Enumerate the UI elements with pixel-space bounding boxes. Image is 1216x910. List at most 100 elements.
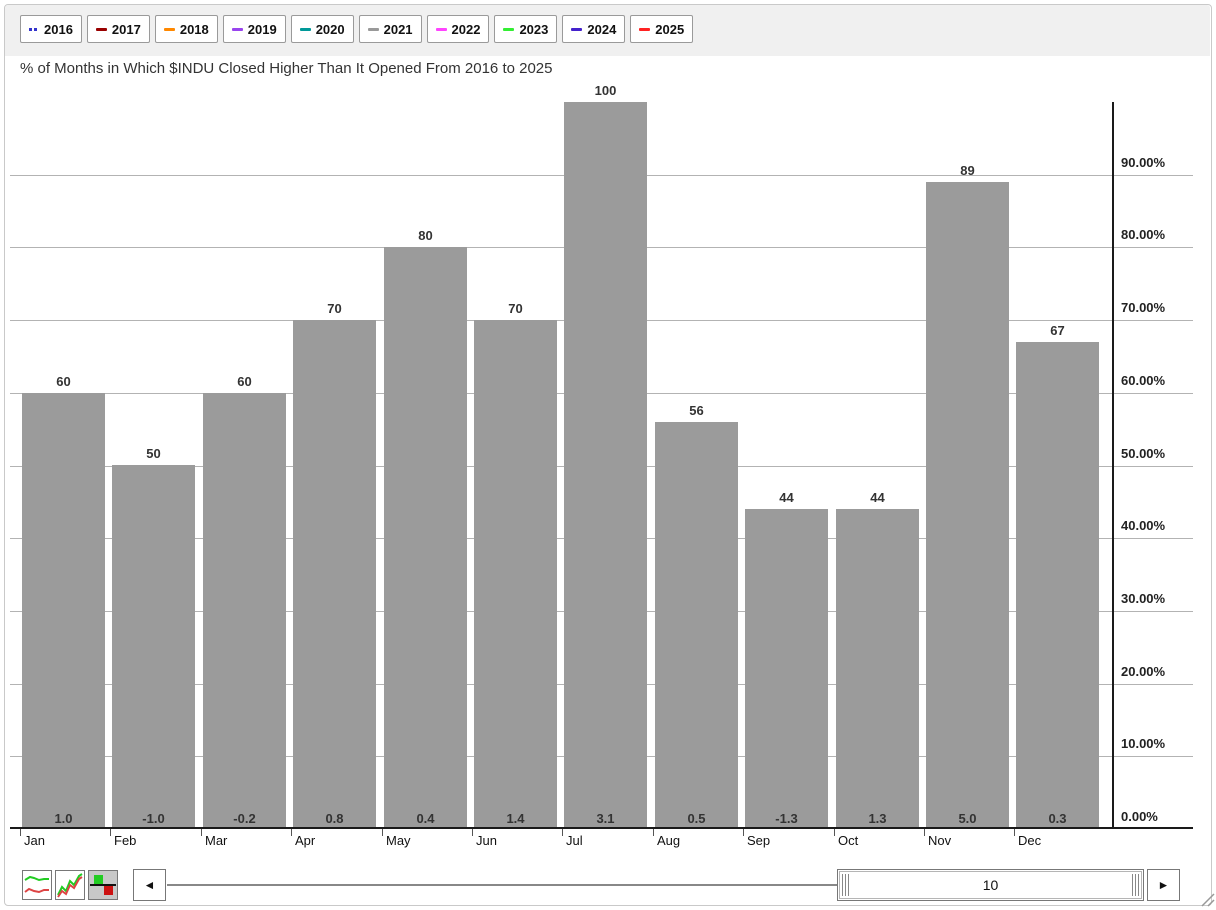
legend: 2016 2017 2018 2019 2020 2021 2022 2023 2024 2025 [20,15,694,43]
legend-year-button[interactable]: 2017 [86,15,150,43]
bar [203,393,286,829]
x-tick-label: May [386,833,411,848]
series-dash-icon [571,27,583,31]
series-style-icon [367,27,379,31]
bar [1016,342,1099,829]
two-lines-chart-button[interactable] [22,870,52,900]
series-style-icon [163,27,175,31]
x-axis-tick [291,829,292,836]
bar-change-label: 5.0 [958,811,977,826]
series-dash-icon [95,27,107,31]
x-tick-label: Feb [114,833,137,848]
bar-change-label: -1.3 [775,811,798,826]
chart-title: % of Months in Which $INDU Closed Higher… [20,60,553,77]
y-axis-line [1112,102,1114,829]
y-tick-label: 10.00% [1121,736,1166,751]
legend-year-button[interactable]: 2018 [154,15,218,43]
scrollbar-value: 10 [982,877,999,893]
legend-year-label: 2018 [179,21,209,37]
bar-value-label: 60 [237,374,252,389]
legend-year-label: 2019 [247,21,277,37]
legend-year-label: 2021 [383,21,413,37]
bar-value-label: 100 [594,83,617,98]
series-style-icon [299,27,311,31]
legend-year-button[interactable]: 2025 [630,15,694,43]
series-dash-icon [231,27,243,31]
bar [384,247,467,829]
bar-change-label: 0.3 [1048,811,1067,826]
series-dash-icon [503,27,515,31]
legend-year-button[interactable]: 2016 [20,15,82,43]
x-axis-tick [834,829,835,836]
series-dot-icon [34,27,37,31]
scrollbar-track[interactable] [167,884,837,886]
legend-year-label: 2024 [587,21,617,37]
thumb-grip-icon [842,874,849,896]
legend-year-button[interactable]: 2023 [494,15,558,43]
scroll-left-button[interactable]: ◄ [133,869,166,901]
y-tick-label: 90.00% [1121,155,1166,170]
y-tick-label: 70.00% [1121,300,1166,315]
legend-year-button[interactable]: 2024 [562,15,626,43]
series-style-icon [95,27,107,31]
bar-change-label: 3.1 [596,811,615,826]
legend-year-button[interactable]: 2020 [290,15,354,43]
y-tick-label: 60.00% [1121,373,1166,388]
series-dash-icon [435,27,447,31]
x-tick-label: Oct [838,833,859,848]
x-axis-tick [20,829,21,836]
legend-year-label: 2016 [44,21,73,37]
multi-line-chart-button[interactable] [55,870,85,900]
bar-change-label: 1.0 [54,811,73,826]
x-tick-label: Aug [657,833,681,848]
legend-year-button[interactable]: 2022 [426,15,490,43]
x-tick-label: Jun [476,833,497,848]
y-tick-label: 30.00% [1121,591,1166,606]
x-tick-label: Dec [1018,833,1042,848]
bar-value-label: 44 [779,490,794,505]
bar-value-label: 44 [870,490,885,505]
y-tick-label: 20.00% [1121,664,1166,679]
legend-year-button[interactable]: 2019 [222,15,286,43]
x-tick-label: Jul [566,833,583,848]
left-arrow-icon: ◄ [143,878,156,892]
legend-year-label: 2023 [519,21,549,37]
series-dash-icon [163,27,175,31]
bar-change-label: 0.8 [325,811,344,826]
thumb-grip-icon [1132,874,1139,896]
bar [745,509,828,829]
x-tick-label: Apr [295,833,316,848]
legend-year-button[interactable]: 2021 [358,15,422,43]
legend-year-label: 2017 [111,21,141,37]
right-arrow-icon: ► [1157,878,1170,892]
x-axis-tick [382,829,383,836]
bar-change-label: 0.4 [416,811,435,826]
x-axis-tick [743,829,744,836]
bar-style-chart-button[interactable] [88,870,118,900]
bar [564,102,647,829]
bar-value-label: 89 [960,163,975,178]
x-tick-label: Sep [747,833,771,848]
x-axis-tick [201,829,202,836]
series-style-icon [231,27,243,31]
bar-change-label: -1.0 [142,811,165,826]
x-tick-label: Nov [928,833,952,848]
x-tick-label: Jan [24,833,45,848]
bar-change-label: 1.4 [506,811,525,826]
bar-change-label: -0.2 [233,811,256,826]
bar-change-label: 0.5 [687,811,706,826]
bar-value-label: 56 [689,403,704,418]
series-dot-icon [29,27,32,31]
x-axis-tick [1014,829,1015,836]
bar [293,320,376,829]
x-axis-tick [110,829,111,836]
scrollbar-thumb[interactable]: 10 [837,869,1144,901]
two-lines-chart-icon [23,871,51,899]
bar [112,465,195,829]
x-axis-line [10,827,1193,829]
bar-style-chart-icon [89,871,117,899]
resize-grip-icon[interactable] [1197,891,1215,908]
scroll-right-button[interactable]: ► [1147,869,1180,901]
